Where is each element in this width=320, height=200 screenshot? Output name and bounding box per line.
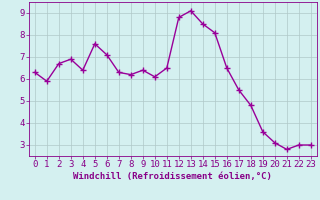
X-axis label: Windchill (Refroidissement éolien,°C): Windchill (Refroidissement éolien,°C) [73,172,272,181]
